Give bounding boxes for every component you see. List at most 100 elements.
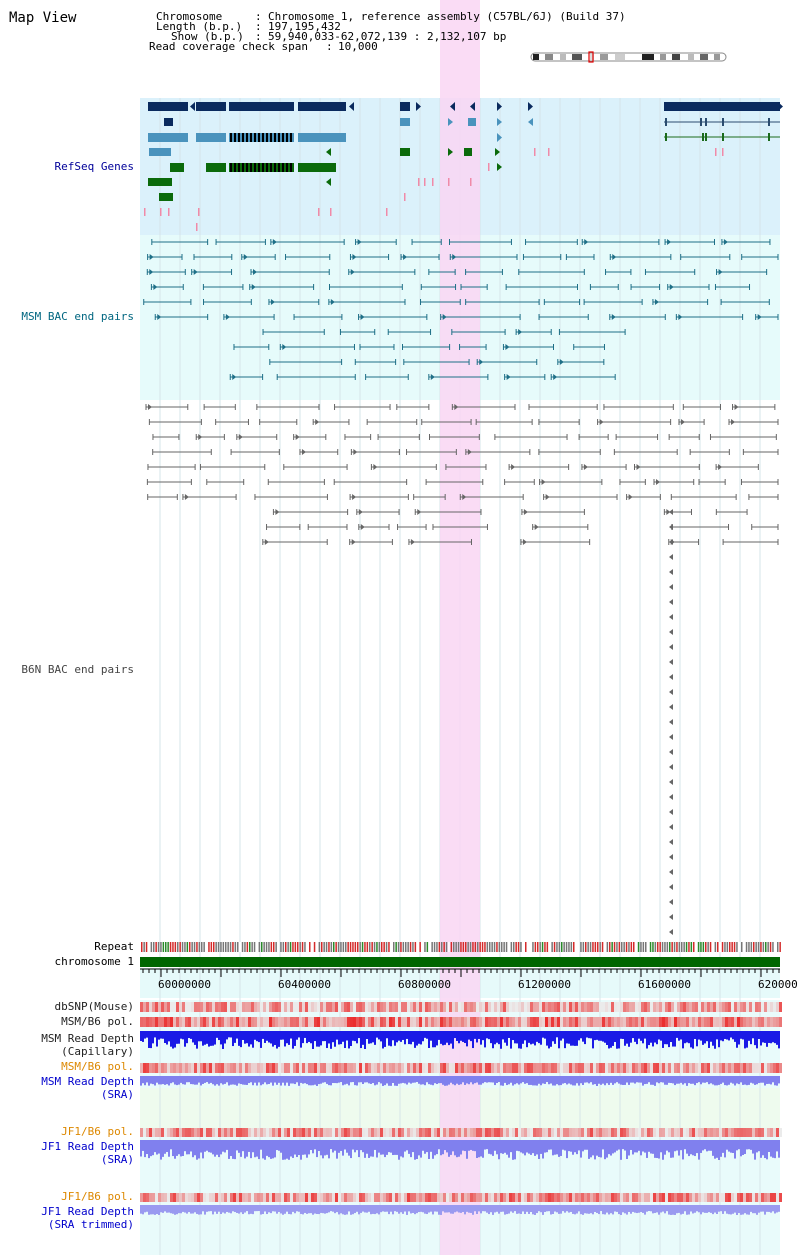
heat-cell: [362, 1128, 365, 1137]
msm-bac-track-label[interactable]: MSM BAC end pairs: [21, 310, 134, 323]
depth-bar: [290, 1205, 292, 1215]
heat-cell: [419, 1017, 422, 1027]
heat-cell: [452, 1193, 455, 1202]
repeat-feature: [561, 942, 563, 952]
heat-cell: [218, 1002, 221, 1012]
depth-bar: [564, 1031, 566, 1049]
depth-bar: [648, 1205, 650, 1212]
repeat-feature: [477, 942, 479, 952]
depth-bar: [302, 1076, 304, 1084]
heat-cell: [503, 1002, 506, 1012]
depth-bar: [540, 1205, 542, 1213]
heat-cell: [335, 1002, 338, 1012]
bac-arrow: [628, 494, 633, 500]
depth-bar: [516, 1031, 518, 1044]
heat-cell: [356, 1017, 359, 1027]
depth-bar: [172, 1076, 174, 1083]
msm-depth-sra-track-label[interactable]: MSM Read Depth: [41, 1075, 134, 1088]
jf1-depth-trim-track-label[interactable]: JF1 Read Depth: [41, 1205, 134, 1218]
repeat-feature: [366, 942, 369, 952]
depth-bar: [266, 1140, 268, 1156]
depth-bar: [594, 1076, 596, 1085]
heat-cell: [395, 1128, 398, 1137]
repeat-feature: [316, 942, 318, 952]
depth-bar: [154, 1205, 156, 1215]
depth-bar: [268, 1140, 270, 1158]
depth-bar: [520, 1140, 522, 1153]
bac-arrow: [148, 404, 153, 410]
depth-bar: [280, 1140, 282, 1153]
heat-cell: [557, 1128, 560, 1137]
repeat-feature: [697, 942, 700, 952]
heat-cell: [737, 1063, 740, 1073]
heat-cell: [470, 1002, 473, 1012]
depth-bar: [180, 1205, 182, 1214]
heat-cell: [341, 1193, 344, 1202]
depth-bar: [592, 1140, 594, 1156]
repeat-feature: [709, 942, 712, 952]
heat-cell: [389, 1063, 392, 1073]
depth-bar: [522, 1076, 524, 1083]
heat-cell: [536, 1002, 539, 1012]
depth-bar: [604, 1140, 606, 1160]
depth-bar: [152, 1140, 154, 1156]
repeat-feature: [239, 942, 241, 952]
heat-cell: [764, 1128, 767, 1137]
heat-cell: [737, 1128, 740, 1137]
depth-bar: [492, 1076, 494, 1083]
msm-b6-pol-sra-track-label[interactable]: MSM/B6 pol.: [61, 1060, 134, 1073]
heat-cell: [392, 1193, 395, 1202]
jf1-b6-pol-trim-track-label[interactable]: JF1/B6 pol.: [61, 1190, 134, 1203]
ruler-tick-label: 620000: [758, 978, 798, 991]
repeat-feature: [352, 942, 354, 952]
depth-bar: [620, 1140, 622, 1160]
depth-bar: [560, 1076, 562, 1086]
heat-cell: [260, 1017, 263, 1027]
bac-arrow: [275, 509, 280, 515]
jf1-b6-pol-track-label[interactable]: JF1/B6 pol.: [61, 1125, 134, 1138]
jf1-depth-sra-track-label[interactable]: JF1 Read Depth: [41, 1140, 134, 1153]
heat-cell: [347, 1017, 350, 1027]
refseq-track-label[interactable]: RefSeq Genes: [54, 160, 134, 173]
bac-arrow: [734, 404, 739, 410]
depth-bar: [344, 1140, 346, 1150]
heat-cell: [158, 1128, 161, 1137]
bac-arrow: [669, 284, 674, 290]
depth-bar: [658, 1031, 660, 1040]
repeat-feature: [328, 942, 330, 952]
heat-cell: [533, 1017, 536, 1027]
chromosome-track-label[interactable]: chromosome 1: [54, 955, 134, 968]
depth-bar: [358, 1031, 360, 1039]
heat-cell: [563, 1002, 566, 1012]
depth-bar: [354, 1140, 356, 1153]
heat-cell: [425, 1002, 428, 1012]
heat-cell: [632, 1193, 635, 1202]
depth-bar: [370, 1140, 372, 1157]
msm-depth-cap-track-label[interactable]: MSM Read Depth: [41, 1032, 134, 1045]
depth-bar: [288, 1140, 290, 1160]
repeat-feature: [222, 942, 225, 952]
depth-bar: [274, 1076, 276, 1083]
repeat-feature: [525, 942, 527, 952]
depth-bar: [174, 1205, 176, 1215]
depth-bar: [524, 1031, 526, 1041]
depth-bar: [148, 1140, 150, 1159]
heat-cell: [743, 1017, 746, 1027]
bac-arrow: [243, 254, 248, 260]
msm-b6-pol-track-label[interactable]: MSM/B6 pol.: [61, 1015, 134, 1028]
repeat-feature: [369, 942, 371, 952]
depth-bar: [148, 1031, 150, 1048]
depth-bar: [340, 1031, 342, 1045]
depth-bar: [146, 1076, 148, 1083]
depth-bar: [670, 1076, 672, 1084]
repeat-track-label[interactable]: Repeat: [94, 940, 134, 953]
dbsnp-track-label[interactable]: dbSNP(Mouse): [54, 1000, 134, 1013]
depth-bar: [426, 1076, 428, 1083]
heat-cell: [539, 1002, 542, 1012]
depth-bar: [214, 1205, 216, 1212]
heat-cell: [464, 1017, 467, 1027]
depth-bar: [170, 1031, 172, 1047]
heat-cell: [716, 1017, 719, 1027]
depth-bar: [476, 1140, 478, 1158]
b6n-bac-track-label[interactable]: B6N BAC end pairs: [21, 663, 134, 676]
